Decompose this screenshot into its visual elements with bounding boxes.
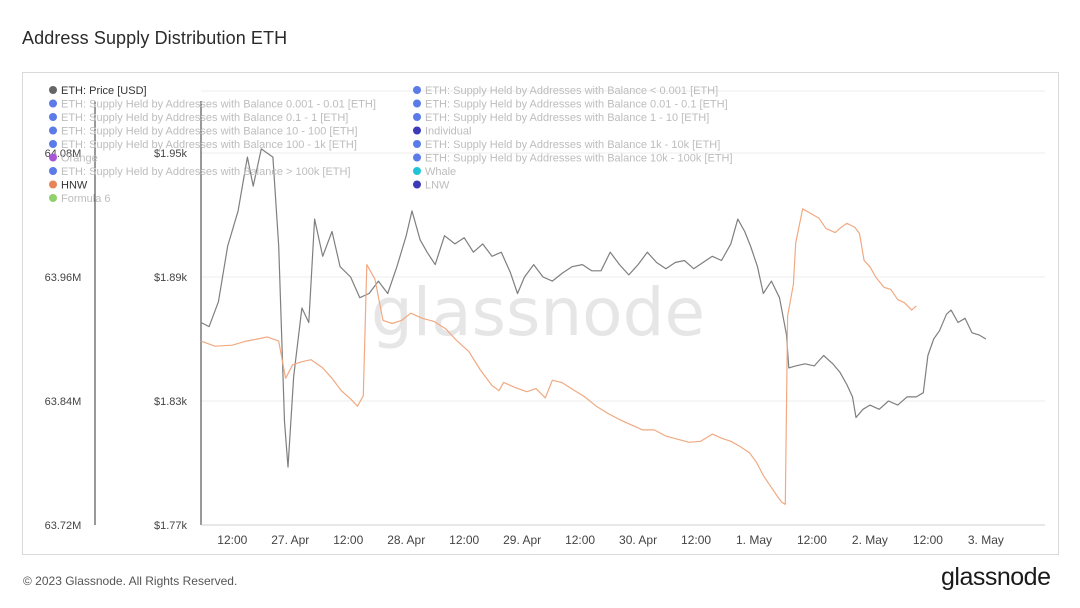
x-axis-tick-label: 1. May <box>736 533 772 547</box>
legend-dot <box>413 153 421 162</box>
legend-item[interactable]: Individual <box>413 126 471 138</box>
legend-dot <box>49 167 57 175</box>
legend-label: ETH: Supply Held by Addresses with Balan… <box>425 99 728 111</box>
chart-title: Address Supply Distribution ETH <box>22 28 288 48</box>
legend-dot <box>49 86 57 94</box>
legend-dot <box>413 140 421 148</box>
legend-item[interactable]: Orange <box>49 153 98 165</box>
hnw-series-line <box>200 208 917 505</box>
legend-item[interactable]: Whale <box>413 166 456 178</box>
x-axis-tick-label: 12:00 <box>797 533 827 547</box>
legend-item[interactable]: ETH: Supply Held by Addresses with Balan… <box>49 112 348 124</box>
legend-item[interactable]: ETH: Supply Held by Addresses with Balan… <box>413 112 709 124</box>
legend-item[interactable]: Formula 6 <box>49 193 111 205</box>
legend-dot <box>49 180 57 189</box>
legend-label: HNW <box>61 180 88 192</box>
price-axis-tick-label: $1.83k <box>154 396 188 408</box>
price-axis-tick-label: $1.89k <box>154 272 188 284</box>
legend-dot <box>413 180 421 189</box>
legend-dot <box>413 99 421 108</box>
legend-label: ETH: Supply Held by Addresses with Balan… <box>425 153 733 165</box>
x-axis-tick-label: 2. May <box>852 533 888 547</box>
x-axis-tick-label: 29. Apr <box>503 533 541 547</box>
x-axis-tick-label: 30. Apr <box>619 533 657 547</box>
x-axis-tick-label: 3. May <box>968 533 1004 547</box>
legend-dot <box>413 167 421 175</box>
legend-dot <box>49 194 57 202</box>
legend-label: Whale <box>425 166 456 178</box>
legend-item[interactable]: HNW <box>49 180 88 192</box>
legend-dot <box>49 113 57 121</box>
x-axis-tick-label: 12:00 <box>333 533 363 547</box>
legend-item[interactable]: ETH: Price [USD] <box>49 85 147 97</box>
legend: ETH: Price [USD] ETH: Supply Held by Addr… <box>49 85 733 205</box>
legend-label: ETH: Price [USD] <box>61 85 147 97</box>
legend-dot <box>49 126 57 135</box>
legend-label: ETH: Supply Held by Addresses with Balan… <box>61 112 348 124</box>
price-axis-tick-label: $1.95k <box>154 148 188 160</box>
legend-dot <box>413 86 421 94</box>
legend-item[interactable]: ETH: Supply Held by Addresses with Balan… <box>413 99 728 111</box>
left-axis-tick-label: 63.72M <box>45 520 82 532</box>
legend-item[interactable]: ETH: Supply Held by Addresses with Balan… <box>49 126 358 138</box>
legend-label: ETH: Supply Held by Addresses with Balan… <box>61 126 358 138</box>
x-axis-tick-label: 12:00 <box>565 533 595 547</box>
legend-label: ETH: Supply Held by Addresses with Balan… <box>61 166 351 178</box>
legend-item[interactable]: ETH: Supply Held by Addresses with Balan… <box>49 139 357 151</box>
glassnode-logo[interactable]: glassnode <box>941 563 1051 591</box>
legend-dot <box>49 153 57 162</box>
legend-label: ETH: Supply Held by Addresses with Balan… <box>61 99 376 111</box>
legend-item[interactable]: ETH: Supply Held by Addresses with Balan… <box>413 153 733 165</box>
x-axis-tick-label: 12:00 <box>449 533 479 547</box>
chart-svg: 63.72M63.84M63.96M64.08M$1.77k$1.83k$1.8… <box>45 85 1045 547</box>
x-axis-tick-label: 27. Apr <box>271 533 309 547</box>
price-series-line <box>200 148 987 468</box>
legend-dot <box>49 99 57 108</box>
legend-label: ETH: Supply Held by Addresses with Balan… <box>425 139 720 151</box>
chart-panel: 63.72M 63.84M 63.96M 64.08M $1.77k $1.83k $1.8… <box>22 72 1059 555</box>
x-axis-tick-label: 12:00 <box>681 533 711 547</box>
x-axis-tick-label: 28. Apr <box>387 533 425 547</box>
left-axis-tick-label: 63.96M <box>45 272 82 284</box>
legend-item[interactable]: ETH: Supply Held by Addresses with Balan… <box>413 139 720 151</box>
price-axis-tick-label: $1.77k <box>154 520 188 532</box>
legend-label: LNW <box>425 180 450 192</box>
legend-item[interactable]: ETH: Supply Held by Addresses with Balan… <box>413 85 718 97</box>
left-axis-tick-label: 63.84M <box>45 396 82 408</box>
legend-label: ETH: Supply Held by Addresses with Balan… <box>425 85 718 97</box>
legend-item[interactable]: ETH: Supply Held by Addresses with Balan… <box>49 166 351 178</box>
legend-item[interactable]: LNW <box>413 180 450 192</box>
legend-label: ETH: Supply Held by Addresses with Balan… <box>425 112 709 124</box>
legend-item[interactable]: ETH: Supply Held by Addresses with Balan… <box>49 99 376 111</box>
legend-label: Orange <box>61 153 98 165</box>
legend-label: Individual <box>425 126 471 138</box>
copyright-text: © 2023 Glassnode. All Rights Reserved. <box>23 574 238 588</box>
legend-label: ETH: Supply Held by Addresses with Balan… <box>61 139 357 151</box>
legend-dot <box>413 113 421 121</box>
x-axis-tick-label: 12:00 <box>217 533 247 547</box>
legend-label: Formula 6 <box>61 193 111 205</box>
legend-dot <box>413 126 421 135</box>
legend-dot <box>49 140 57 148</box>
watermark: glassnode <box>371 274 705 351</box>
x-axis-tick-label: 12:00 <box>913 533 943 547</box>
